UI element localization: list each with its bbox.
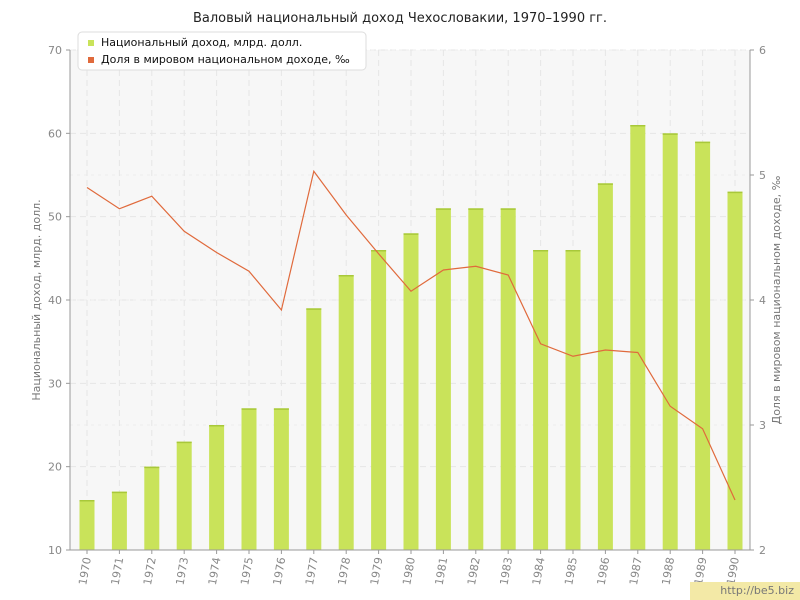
- bar: [597, 183, 613, 551]
- legend-swatch-line: [88, 57, 94, 63]
- x-tick-label: 1984: [530, 556, 548, 586]
- line-series: [86, 169, 736, 501]
- x-tick-label: 1989: [692, 556, 710, 586]
- bar-cap: [144, 466, 160, 469]
- bar: [371, 250, 387, 550]
- bar: [111, 491, 127, 550]
- bar: [241, 408, 257, 550]
- line-path: [86, 169, 736, 501]
- x-tick-label: 1980: [400, 556, 418, 586]
- bar-series: [79, 125, 743, 551]
- chart-title: Валовый национальный доход Чехословакии,…: [193, 11, 607, 26]
- y-axis-title: Национальный доход, млрд. долл.: [30, 199, 43, 400]
- bar: [435, 208, 451, 551]
- bar-cap: [241, 408, 257, 410]
- legend-label-line: Доля в мировом национальном доходе, ‰: [101, 53, 350, 66]
- x-tick-label: 1986: [595, 556, 613, 586]
- bar: [533, 250, 549, 550]
- legend-label-bar: Национальный доход, млрд. долл.: [101, 36, 302, 49]
- bar-cap: [565, 250, 581, 252]
- x-tick-label: 1990: [724, 556, 742, 586]
- legend-box: [77, 31, 367, 71]
- bar-cap: [111, 491, 127, 494]
- x-tick-label: 1981: [433, 556, 451, 586]
- y2-axis-title: Доля в мировом национальном доходе, ‰: [770, 175, 783, 424]
- bar-cap: [371, 250, 387, 252]
- bar-cap: [500, 208, 516, 210]
- x-tick-label: 1983: [497, 556, 515, 586]
- y-tick-label: 40: [48, 294, 62, 307]
- bar-cap: [306, 308, 322, 310]
- y2-tick-label: 2: [759, 544, 766, 557]
- y2-tick-label: 5: [759, 169, 766, 182]
- bar-cap: [468, 208, 484, 210]
- bar-cap: [79, 500, 95, 502]
- bar-cap: [403, 233, 419, 235]
- y2-tick-label: 6: [759, 44, 766, 57]
- bar-cap: [662, 133, 678, 135]
- x-tick-label: 1971: [109, 556, 127, 586]
- x-tick-label: 1974: [206, 556, 224, 586]
- y-tick-label: 30: [48, 377, 62, 390]
- bar-cap: [435, 208, 451, 210]
- y-tick-label: 20: [48, 461, 62, 474]
- bar: [630, 125, 646, 550]
- bar-cap: [273, 408, 289, 410]
- bar-cap: [630, 125, 646, 127]
- x-tick-label: 1972: [141, 556, 159, 586]
- bar: [403, 233, 419, 551]
- x-tick-label: 1975: [238, 556, 256, 586]
- x-tick-label: 1976: [271, 556, 289, 586]
- x-tick-label: 1973: [173, 556, 191, 586]
- x-tick-label: 1979: [368, 556, 386, 586]
- bar: [500, 208, 516, 551]
- watermark: http://be5.biz: [690, 582, 800, 600]
- bar-cap: [533, 250, 549, 252]
- bar: [468, 208, 484, 551]
- bar-cap: [176, 441, 192, 444]
- bar: [662, 133, 678, 551]
- bar: [176, 441, 192, 550]
- x-tick-label: 1978: [335, 556, 353, 586]
- x-tick-label: 1970: [76, 556, 94, 586]
- bar: [695, 141, 711, 550]
- right-axis-ticks: 2 3 4 5 6: [750, 44, 766, 557]
- bar: [79, 500, 95, 550]
- bar-cap: [338, 275, 354, 277]
- x-tick-label: 1985: [562, 556, 580, 586]
- x-tick-label: 1982: [465, 556, 483, 586]
- y-tick-label: 70: [48, 44, 62, 57]
- x-tick-label: 1988: [659, 556, 677, 586]
- bar-cap: [727, 191, 743, 194]
- bar: [565, 250, 581, 550]
- bar: [273, 408, 289, 550]
- y2-tick-label: 4: [759, 294, 766, 307]
- y-tick-label: 60: [48, 127, 62, 140]
- x-tick-label: 1977: [303, 556, 321, 586]
- y2-tick-label: 3: [759, 419, 766, 432]
- y-tick-label: 50: [48, 211, 62, 224]
- legend: Национальный доход, млрд. долл. Доля в м…: [77, 31, 367, 71]
- legend-swatch-bar: [88, 40, 94, 46]
- bar: [144, 466, 160, 550]
- x-tick-label: 1987: [627, 556, 645, 586]
- bar: [209, 425, 225, 550]
- bar-cap: [209, 425, 225, 427]
- bar-cap: [695, 141, 711, 144]
- x-axis-ticks: 1970 1971 1972 1973 1974 1975 1976 1977 1978 1979…: [76, 550, 742, 586]
- y-tick-label: 10: [48, 544, 62, 557]
- bar-cap: [597, 183, 613, 185]
- bar: [306, 308, 322, 550]
- bar: [727, 191, 743, 550]
- bar: [338, 275, 354, 550]
- left-axis-ticks: 10 20 30 40 50 60 70: [48, 44, 70, 557]
